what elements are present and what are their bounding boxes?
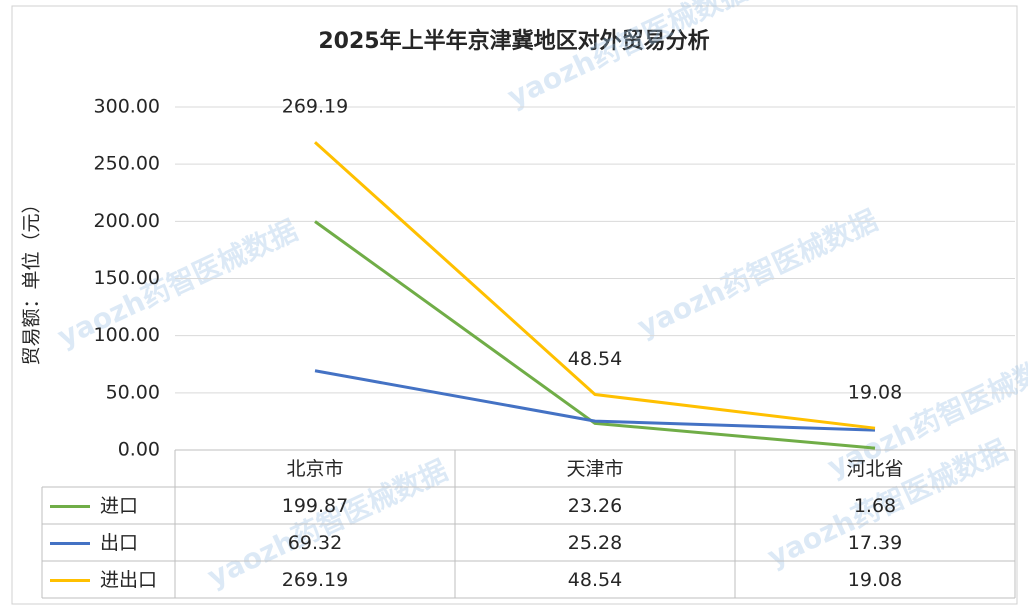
x-tick-label: 天津市 bbox=[566, 458, 623, 480]
y-tick-label: 300.00 bbox=[94, 96, 160, 118]
table-cell: 1.68 bbox=[854, 495, 896, 517]
x-tick-label: 北京市 bbox=[286, 458, 343, 480]
chart-frame bbox=[11, 5, 1018, 605]
table-cell: 25.28 bbox=[568, 532, 622, 554]
table-cell: 69.32 bbox=[288, 532, 342, 554]
y-tick-label: 200.00 bbox=[94, 210, 160, 232]
series-line bbox=[314, 369, 876, 432]
series-line bbox=[314, 220, 876, 450]
y-tick-label: 150.00 bbox=[94, 267, 160, 289]
data-label: 269.19 bbox=[282, 96, 348, 118]
legend-label: 出口 bbox=[100, 532, 138, 554]
y-tick-label: 250.00 bbox=[94, 153, 160, 175]
y-tick-label: 50.00 bbox=[106, 381, 160, 403]
table-cell: 269.19 bbox=[282, 569, 348, 591]
series-line bbox=[313, 141, 876, 430]
data-label: 48.54 bbox=[568, 348, 622, 370]
y-tick-label: 100.00 bbox=[94, 324, 160, 346]
legend-label: 进口 bbox=[100, 495, 138, 517]
data-label: 19.08 bbox=[848, 382, 902, 404]
table-cell: 23.26 bbox=[568, 495, 622, 517]
legend-label: 进出口 bbox=[100, 569, 157, 591]
table-cell: 199.87 bbox=[282, 495, 348, 517]
table-cell: 19.08 bbox=[848, 569, 902, 591]
x-tick-label: 河北省 bbox=[846, 458, 903, 480]
table-cell: 17.39 bbox=[848, 532, 902, 554]
y-axis-title: 贸易额：单位（元） bbox=[21, 194, 43, 365]
table-cell: 48.54 bbox=[568, 569, 622, 591]
chart-title: 2025年上半年京津冀地区对外贸易分析 bbox=[318, 28, 709, 54]
y-tick-label: 0.00 bbox=[118, 439, 160, 461]
